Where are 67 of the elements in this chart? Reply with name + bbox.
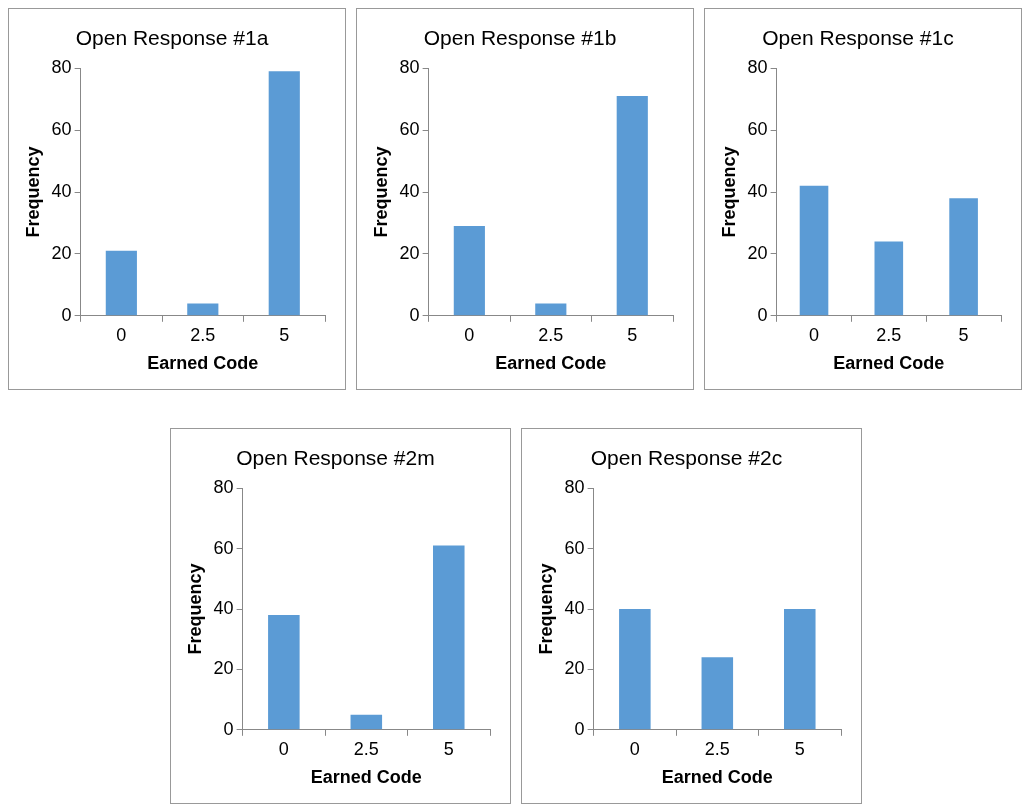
y-tick-label: 40 — [564, 597, 585, 618]
bar — [433, 545, 465, 730]
y-tick-label: 0 — [61, 304, 72, 325]
y-tick-label: 60 — [51, 119, 72, 140]
y-axis-title: Frequency — [184, 563, 205, 655]
chart-title: Open Response #1c — [762, 26, 954, 50]
y-axis-title: Frequency — [535, 563, 556, 655]
x-tick-label: 2.5 — [190, 324, 216, 345]
y-tick-label: 40 — [399, 180, 420, 201]
bar — [616, 96, 648, 316]
x-tick-label: 2.5 — [704, 738, 730, 759]
x-tick-label: 0 — [116, 324, 127, 345]
y-tick-label: 80 — [399, 57, 420, 78]
x-axis-title: Earned Code — [147, 353, 259, 374]
y-tick-label: 40 — [213, 597, 234, 618]
y-axis-title: Frequency — [718, 146, 739, 238]
x-axis-title: Earned Code — [661, 767, 773, 788]
chart-title: Open Response #2c — [590, 446, 783, 470]
bar — [350, 714, 383, 730]
y-axis-title: Frequency — [22, 146, 43, 238]
bar — [799, 185, 829, 316]
x-tick-label: 5 — [279, 324, 290, 345]
chart-title: Open Response #1a — [75, 26, 269, 50]
x-tick-label: 0 — [809, 324, 820, 345]
x-tick-label: 2.5 — [876, 324, 902, 345]
x-tick-label: 5 — [958, 324, 969, 345]
x-tick-label: 0 — [629, 738, 640, 759]
y-tick-label: 60 — [399, 119, 420, 140]
x-tick-label: 2.5 — [353, 738, 379, 759]
y-tick-label: 0 — [757, 304, 768, 325]
x-axis-title: Earned Code — [310, 767, 422, 788]
y-tick-label: 20 — [564, 658, 585, 679]
y-tick-label: 60 — [564, 537, 585, 558]
x-tick-label: 2.5 — [538, 324, 564, 345]
y-tick-label: 80 — [213, 477, 234, 498]
y-tick-label: 0 — [409, 304, 420, 325]
bar — [535, 303, 567, 316]
y-tick-label: 40 — [51, 180, 72, 201]
y-tick-label: 20 — [747, 242, 768, 263]
bar — [874, 241, 904, 316]
bar — [268, 71, 300, 316]
bar — [187, 303, 219, 316]
y-tick-label: 80 — [564, 477, 585, 498]
bar — [268, 615, 300, 730]
y-tick-label: 20 — [213, 658, 234, 679]
y-tick-label: 80 — [51, 57, 72, 78]
y-axis-title: Frequency — [370, 146, 391, 238]
y-tick-label: 40 — [747, 180, 768, 201]
bar — [105, 250, 137, 316]
y-tick-label: 60 — [213, 537, 234, 558]
y-tick-label: 20 — [399, 242, 420, 263]
x-axis-title: Earned Code — [833, 353, 945, 374]
x-tick-label: 0 — [278, 738, 289, 759]
y-tick-label: 20 — [51, 242, 72, 263]
y-tick-label: 80 — [747, 57, 768, 78]
chart-title: Open Response #2m — [236, 446, 435, 470]
x-tick-label: 5 — [627, 324, 638, 345]
x-tick-label: 5 — [443, 738, 454, 759]
y-tick-label: 0 — [574, 718, 585, 739]
y-tick-label: 0 — [223, 718, 234, 739]
y-tick-label: 60 — [747, 119, 768, 140]
x-axis-title: Earned Code — [495, 353, 607, 374]
x-tick-label: 5 — [794, 738, 805, 759]
bar — [453, 226, 485, 316]
x-tick-label: 0 — [464, 324, 475, 345]
bar — [949, 198, 978, 316]
chart-title: Open Response #1b — [423, 26, 617, 50]
